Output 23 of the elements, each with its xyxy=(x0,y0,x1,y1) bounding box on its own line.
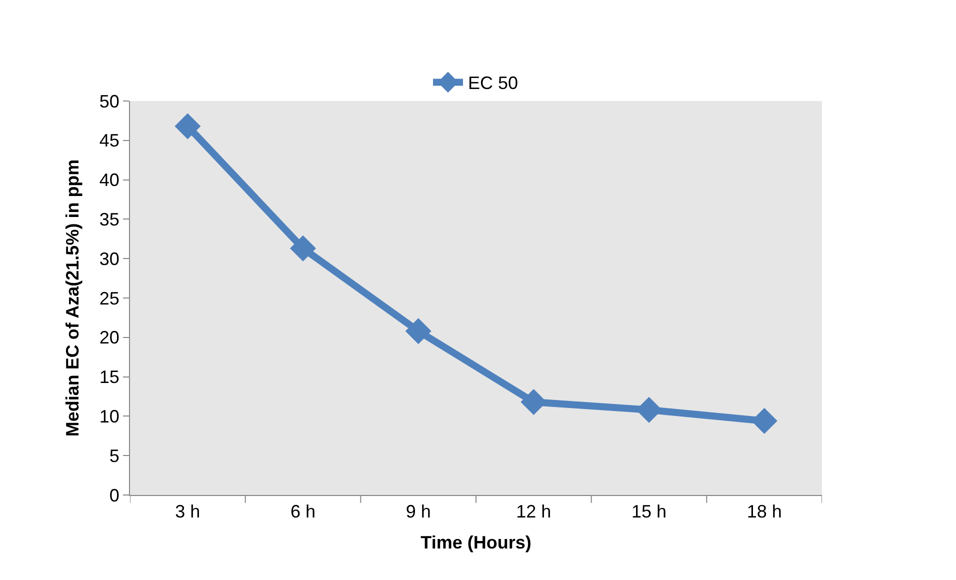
legend-label: EC 50 xyxy=(468,73,518,94)
y-tick-label: 20 xyxy=(99,328,120,348)
x-tick-label: 3 h xyxy=(175,502,200,522)
y-tick-label: 45 xyxy=(99,130,120,151)
x-tick-label: 12 h xyxy=(516,502,552,522)
y-tick-label: 5 xyxy=(109,446,120,466)
x-axis-title: Time (Hours) xyxy=(420,532,532,553)
x-tick-label: 18 h xyxy=(746,502,782,522)
y-tick-label: 15 xyxy=(99,367,120,388)
y-axis-title: Median EC of Aza(21.5%) in ppm xyxy=(62,159,83,437)
y-tick-label: 25 xyxy=(99,288,120,308)
y-tick-label: 0 xyxy=(109,485,120,506)
y-tick-label: 40 xyxy=(99,170,120,190)
point xyxy=(174,113,201,140)
y-tick-label: 35 xyxy=(99,210,120,230)
x-tick-label: 15 h xyxy=(631,502,667,522)
point xyxy=(405,318,432,344)
x-tick-label: 9 h xyxy=(406,502,431,522)
y-tick-label: 30 xyxy=(99,248,120,269)
point xyxy=(290,235,316,262)
y-tick-label: 10 xyxy=(99,406,120,426)
x-tick-label: 6 h xyxy=(290,502,316,522)
y-tick-label: 50 xyxy=(99,91,120,112)
